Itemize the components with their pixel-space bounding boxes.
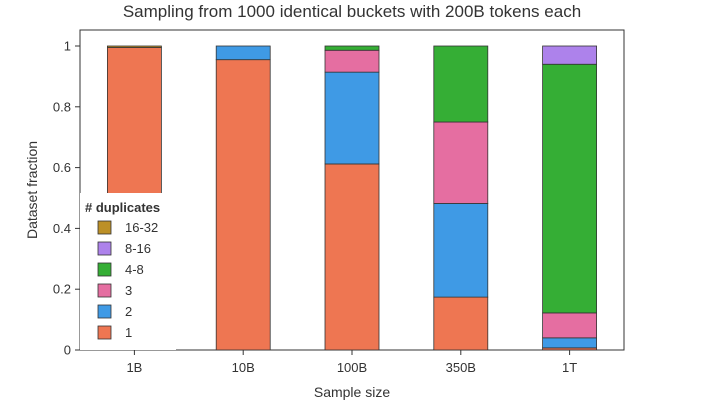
legend-label: 16-32 — [125, 220, 158, 235]
legend-swatch — [97, 304, 112, 319]
bar-segment — [324, 163, 380, 351]
y-tick-label: 0 — [64, 343, 71, 358]
legend-label: 1 — [125, 325, 132, 340]
x-tick-label: 1B — [126, 360, 142, 375]
bar-segment — [542, 63, 597, 314]
bar-segment — [433, 45, 489, 123]
legend-swatch — [97, 220, 112, 235]
legend-background — [80, 193, 176, 350]
legend: # duplicates 16-32 8-16 4-8 3 2 1 — [80, 193, 176, 350]
bar-segment — [433, 121, 489, 204]
legend-label: 2 — [125, 304, 132, 319]
x-axis-title: Sample size — [314, 384, 390, 400]
legend-label: 4-8 — [125, 262, 144, 277]
x-tick-label: 100B — [337, 360, 367, 375]
legend-label: 8-16 — [125, 241, 151, 256]
chart-title: Sampling from 1000 identical buckets wit… — [123, 2, 581, 21]
legend-swatch — [97, 262, 112, 277]
bar-segment — [107, 45, 162, 48]
bar-segment — [542, 45, 597, 65]
x-tick-label: 10B — [232, 360, 255, 375]
x-axis-ticks: 1B 10B 100B 350B 1T — [126, 350, 577, 375]
bar-segment — [433, 203, 489, 298]
bar-segment — [324, 71, 380, 165]
bar-segment — [542, 312, 597, 339]
legend-swatch — [97, 283, 112, 298]
legend-swatch — [97, 325, 112, 340]
bar-segment — [215, 45, 271, 61]
x-tick-label: 1T — [562, 360, 577, 375]
y-axis-ticks: 0 0.2 0.4 0.6 0.8 1 — [53, 39, 80, 358]
legend-label: 3 — [125, 283, 132, 298]
y-tick-label: 1 — [64, 39, 71, 54]
bar-segment — [215, 59, 271, 351]
legend-swatch — [97, 241, 112, 256]
x-tick-label: 350B — [446, 360, 476, 375]
bar-segment — [324, 49, 380, 73]
y-tick-label: 0.8 — [53, 99, 71, 114]
y-tick-label: 0.6 — [53, 160, 71, 175]
bar-segment — [542, 337, 597, 349]
legend-title: # duplicates — [85, 200, 160, 215]
y-tick-label: 0.4 — [53, 221, 71, 236]
y-tick-label: 0.2 — [53, 282, 71, 297]
bar-segment — [324, 45, 380, 51]
bar-segment — [433, 296, 489, 351]
y-axis-title: Dataset fraction — [24, 141, 40, 239]
